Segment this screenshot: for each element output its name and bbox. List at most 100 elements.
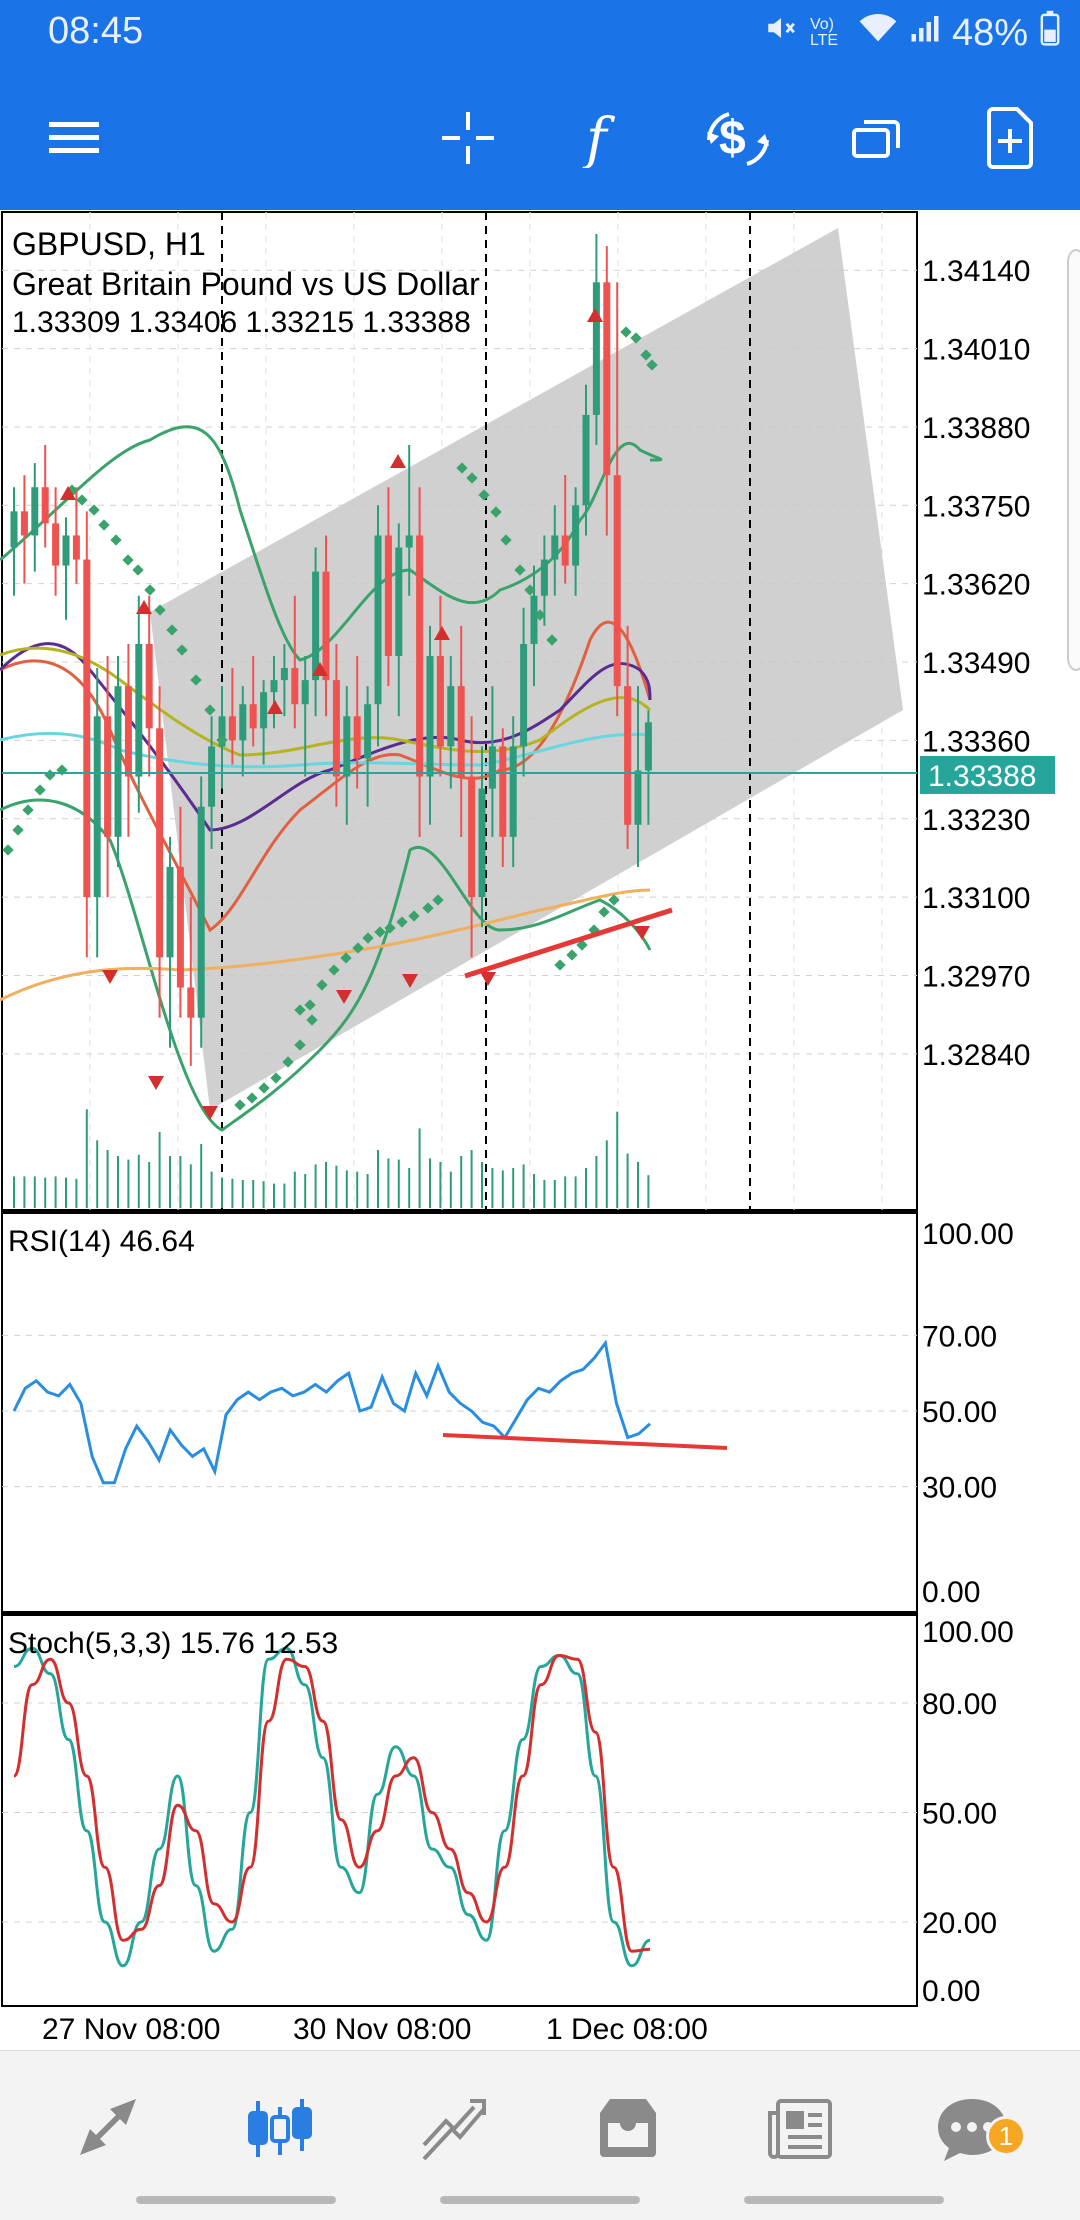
sar-dot: [190, 674, 202, 686]
candle-body: [447, 686, 455, 747]
candle-body: [312, 571, 320, 681]
candle-body: [551, 535, 559, 560]
candle-body: [280, 668, 288, 681]
sar-dot: [294, 1039, 306, 1051]
rsi-panel[interactable]: [1, 1211, 918, 1613]
price-scale: 1.34140 1.34010 1.33880 1.33750 1.33620 1.334…: [922, 255, 1030, 1072]
fractal-up-arrow: [60, 486, 76, 500]
stoch-panel[interactable]: [1, 1613, 918, 2007]
sar-dot: [362, 932, 374, 944]
indicators-icon[interactable]: f: [565, 100, 641, 176]
quotes-icon[interactable]: [58, 2081, 154, 2177]
windows-icon[interactable]: [838, 100, 914, 176]
candle-body: [156, 728, 164, 958]
current-price-tag: [920, 756, 1055, 794]
ma-cyan: [0, 731, 651, 769]
price-tick: 1.33490: [922, 647, 1030, 680]
current-price-label: 1.33388: [928, 760, 1036, 793]
candle-body: [83, 559, 91, 898]
sar-dot: [294, 1004, 306, 1016]
battery-level: 48%: [951, 11, 1028, 54]
candle-body: [530, 595, 538, 644]
fractal-arrows: [60, 308, 650, 1120]
sar-dot: [352, 942, 364, 954]
candle-body: [135, 643, 143, 777]
side-panel-handle[interactable]: [1067, 249, 1080, 671]
parabolic-sar: [2, 326, 658, 1111]
battery-icon: [1040, 10, 1060, 56]
stoch-tick: 80.00: [922, 1688, 997, 1721]
chart-area[interactable]: GBPUSD, H1 Great Britain Pound vs US Dol…: [0, 210, 1080, 2050]
candle-body: [364, 704, 372, 759]
candle-body: [374, 535, 382, 705]
stoch-tick: 100.00: [922, 1616, 1014, 1649]
stoch-main-line: [13, 1646, 651, 1968]
sar-dot: [132, 564, 144, 576]
rsi-tick: 30.00: [922, 1472, 997, 1505]
candle-body: [31, 487, 39, 536]
sar-dot: [524, 584, 536, 596]
price-tick: 1.32970: [922, 960, 1030, 993]
candle-body: [322, 571, 330, 681]
trade-icon[interactable]: [406, 2081, 502, 2177]
rsi-tick: 70.00: [922, 1320, 997, 1353]
candle-body: [624, 686, 632, 825]
rsi-trendline[interactable]: [442, 1433, 728, 1450]
status-time: 08:45: [48, 10, 144, 52]
bollinger-upper: [0, 425, 663, 662]
candle-body: [291, 668, 299, 705]
ma-orange: [0, 888, 651, 1002]
candle-body: [436, 656, 444, 747]
fractal-down-arrow: [634, 926, 650, 940]
chart-symbol: GBPUSD, H1: [12, 226, 206, 262]
sar-dot: [144, 584, 156, 596]
messages-badge: 1: [986, 2116, 1026, 2156]
rsi-tick: 50.00: [922, 1396, 997, 1429]
candle-body: [187, 987, 195, 1018]
sar-dot: [270, 1072, 282, 1084]
fractal-up-arrow: [267, 700, 283, 714]
candle-body: [124, 686, 132, 777]
news-icon[interactable]: [752, 2081, 848, 2177]
fractal-down-arrow: [102, 970, 118, 984]
support-trendline[interactable]: [464, 907, 673, 979]
svg-text:f: f: [582, 108, 616, 168]
candle-body: [166, 866, 174, 958]
chart-icon[interactable]: [232, 2081, 328, 2177]
sar-dot: [500, 534, 512, 546]
sar-dot: [34, 784, 46, 796]
trade-icon[interactable]: $: [700, 100, 776, 176]
svg-text:$: $: [719, 112, 746, 165]
fractal-down-arrow: [480, 972, 496, 986]
fractal-up-arrow: [390, 454, 406, 468]
bollinger-lower: [0, 798, 652, 1132]
menu-icon[interactable]: [36, 100, 112, 176]
sar-dot: [258, 1082, 270, 1094]
history-icon[interactable]: [580, 2081, 676, 2177]
chart-description: Great Britain Pound vs US Dollar: [12, 266, 480, 302]
candle-body: [634, 770, 642, 825]
candle-body: [239, 704, 247, 741]
sar-dot: [306, 1014, 318, 1026]
stoch-tick: 0.00: [922, 1975, 980, 2008]
candle-body: [488, 746, 496, 789]
sar-dot: [328, 964, 340, 976]
sar-dot: [432, 894, 444, 906]
rsi-grid: 100.00 70.00 50.00 30.00 0.00: [2, 1218, 1014, 1609]
sar-dot: [176, 644, 188, 656]
candle-body: [613, 475, 621, 687]
gesture-bar-left: [136, 2196, 336, 2204]
price-tick: 1.33100: [922, 882, 1030, 915]
candle-body: [561, 535, 569, 566]
sar-dot: [396, 916, 408, 928]
rsi-tick: 0.00: [922, 1576, 980, 1609]
sar-dot: [490, 506, 502, 518]
fractal-down-arrow: [202, 1106, 218, 1120]
candle-body: [218, 716, 226, 747]
candle-body: [592, 282, 600, 415]
new-order-icon[interactable]: [972, 100, 1048, 176]
crosshair-icon[interactable]: [430, 100, 506, 176]
rsi-label: RSI(14) 46.64: [8, 1225, 195, 1258]
stoch-tick: 50.00: [922, 1798, 997, 1831]
